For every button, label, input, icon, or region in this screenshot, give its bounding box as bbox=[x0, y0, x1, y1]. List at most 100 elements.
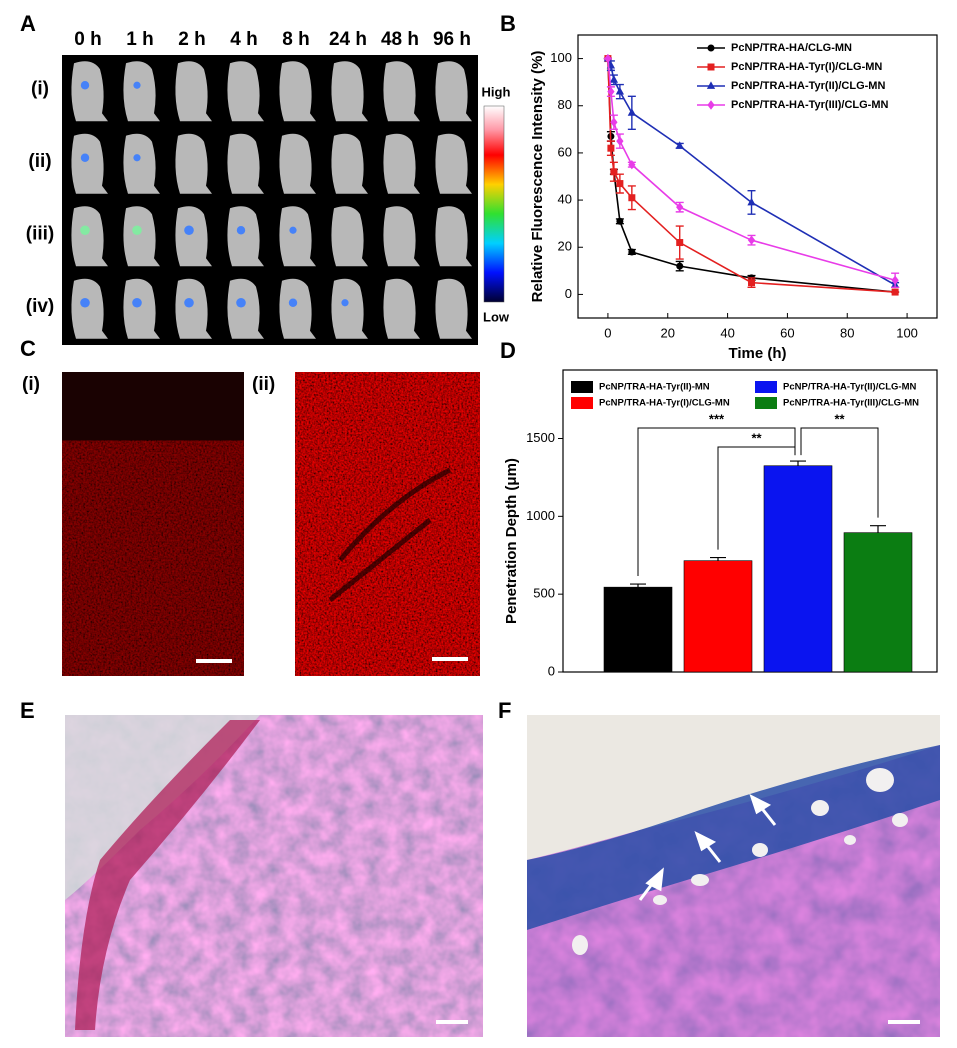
muscle-fibers bbox=[75, 720, 260, 1030]
mouse bbox=[435, 206, 472, 267]
error-bar bbox=[870, 525, 886, 533]
timepoint-label: 96 h bbox=[433, 29, 471, 50]
marker bbox=[676, 202, 684, 212]
mouse bbox=[123, 278, 160, 339]
x-tick-label: 20 bbox=[661, 325, 675, 340]
x-tick-label: 100 bbox=[896, 325, 918, 340]
error-bar bbox=[630, 583, 646, 588]
tissue-signal bbox=[295, 372, 480, 676]
marker bbox=[676, 262, 684, 270]
timepoint-label: 2 h bbox=[178, 29, 205, 50]
fluorescence-spot bbox=[341, 299, 349, 307]
mouse bbox=[383, 61, 420, 122]
mouse bbox=[123, 206, 160, 267]
mouse bbox=[227, 278, 264, 339]
error-bar bbox=[710, 556, 726, 561]
x-tick-label: 60 bbox=[780, 325, 794, 340]
row-label: (ii) bbox=[28, 151, 51, 172]
marker bbox=[615, 86, 625, 95]
vacuoles bbox=[572, 768, 908, 955]
significance-bracket bbox=[800, 427, 879, 518]
fluorescence-spot bbox=[236, 226, 246, 235]
y-axis-title: Relative Fluorescence Intensity (%) bbox=[529, 51, 546, 303]
tissue-crack bbox=[328, 467, 452, 602]
mouse bbox=[71, 278, 108, 339]
marker bbox=[610, 117, 618, 127]
marker bbox=[748, 279, 756, 287]
legend-swatch bbox=[755, 381, 777, 393]
fluorescence-spot bbox=[80, 153, 90, 162]
fluorescence-spot bbox=[133, 154, 141, 162]
y-tick-label: 1000 bbox=[526, 508, 555, 523]
significance-label: *** bbox=[709, 411, 725, 426]
timepoint-label: 0 h bbox=[74, 29, 101, 50]
mouse bbox=[279, 206, 316, 267]
significance-bracket bbox=[717, 446, 796, 550]
marker bbox=[676, 239, 684, 247]
marker bbox=[747, 197, 756, 206]
row-label: (iv) bbox=[26, 296, 55, 317]
imaging-grid bbox=[71, 61, 472, 339]
marker bbox=[675, 141, 684, 149]
colorbar bbox=[483, 105, 505, 303]
legend-swatch bbox=[755, 397, 777, 409]
y-tick-label: 500 bbox=[533, 586, 555, 601]
mouse bbox=[383, 278, 420, 339]
y-tick-label: 80 bbox=[558, 97, 572, 112]
scale-bar bbox=[436, 1020, 468, 1024]
panel-label: B bbox=[500, 11, 516, 36]
mouse bbox=[279, 61, 316, 122]
legend-label: PcNP/TRA-HA-Tyr(II)-MN bbox=[599, 382, 710, 393]
mouse bbox=[175, 61, 212, 122]
legend-label: PcNP/TRA-HA-Tyr(I)/CLG-MN bbox=[731, 61, 882, 73]
bar bbox=[683, 560, 753, 673]
mouse bbox=[331, 206, 368, 267]
panel-label: D bbox=[500, 338, 516, 363]
background-region bbox=[527, 715, 940, 860]
timepoint-label: 1 h bbox=[126, 29, 153, 50]
fluorescence-spot bbox=[289, 226, 297, 234]
marker bbox=[616, 180, 624, 188]
mouse bbox=[383, 133, 420, 194]
row-label: (i) bbox=[31, 78, 49, 99]
row-label: (iii) bbox=[26, 223, 55, 244]
fluorescence-spot bbox=[132, 225, 142, 236]
y-tick-label: 0 bbox=[548, 663, 555, 678]
mouse bbox=[331, 61, 368, 122]
marker bbox=[609, 75, 619, 83]
timepoint-label: 24 h bbox=[329, 29, 367, 50]
fluorescence-spot bbox=[288, 298, 298, 307]
timepoint-label: 4 h bbox=[230, 29, 257, 50]
marker bbox=[747, 235, 756, 245]
legend-label: PcNP/TRA-HA-Tyr(III)/CLG-MN bbox=[731, 99, 889, 111]
plot-frame bbox=[577, 34, 938, 319]
y-tick-label: 1500 bbox=[526, 430, 555, 445]
fluorescence-spot bbox=[184, 297, 194, 308]
significance-label: ** bbox=[834, 411, 845, 426]
fluorescence-spot bbox=[184, 225, 194, 236]
series-line bbox=[607, 58, 896, 293]
series-line bbox=[607, 58, 896, 286]
image-label: (i) bbox=[22, 374, 40, 395]
marker bbox=[607, 86, 615, 97]
legend-swatch bbox=[571, 381, 593, 393]
mouse bbox=[279, 133, 316, 194]
fluorescence-spot bbox=[133, 81, 141, 89]
scale-bar bbox=[196, 659, 232, 663]
image-label: (ii) bbox=[252, 374, 275, 395]
y-axis-title: Penetration Depth (μm) bbox=[503, 458, 520, 624]
mouse bbox=[331, 133, 368, 194]
significance-bracket bbox=[637, 427, 796, 577]
timepoint-label: 48 h bbox=[381, 29, 419, 50]
mouse bbox=[71, 133, 108, 194]
scale-bar bbox=[432, 657, 468, 661]
mouse bbox=[175, 133, 212, 194]
timepoint-label: 8 h bbox=[282, 29, 309, 50]
y-tick-label: 100 bbox=[550, 50, 572, 65]
marker bbox=[628, 194, 636, 202]
mouse bbox=[383, 206, 420, 267]
mouse bbox=[435, 61, 472, 122]
mouse bbox=[175, 278, 212, 339]
arrows bbox=[638, 794, 777, 901]
error-bar bbox=[790, 460, 806, 466]
